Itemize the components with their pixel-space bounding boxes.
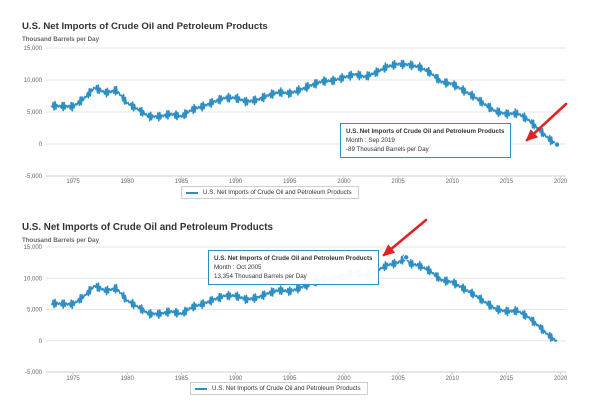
y-tick-label: 10,000 — [24, 78, 43, 84]
y-axis-unit: Thousand Barrels per Day — [22, 237, 100, 244]
y-tick-label: 15,000 — [24, 245, 43, 251]
tooltip-month: Month : Oct 2005 — [214, 264, 262, 271]
chart-panel-2: U.S. Net Imports of Crude Oil and Petrol… — [0, 212, 600, 400]
series-line — [50, 254, 558, 342]
legend-swatch — [186, 191, 198, 194]
x-tick-label: 1980 — [121, 179, 135, 185]
x-tick-label: 2005 — [391, 376, 405, 382]
y-tick-label: 5,000 — [27, 308, 43, 314]
tooltip-value: -89 Thousand Barrels per Day — [346, 146, 429, 153]
x-tick-label: 2010 — [446, 376, 460, 382]
annotation-arrowhead — [382, 244, 396, 257]
x-tick-label: 1980 — [121, 376, 135, 382]
y-tick-label: 0 — [39, 142, 43, 148]
chart-svg-1: -5,000 0 5,000 10,000 15,000 1975 1980 1985 1990… — [24, 46, 568, 185]
chart-svg-2: -5,000 0 5,000 10,000 15,000 1975 1980 1985 1990… — [24, 218, 568, 382]
x-tick-label: 2020 — [554, 179, 568, 185]
x-tick-label: 1995 — [283, 179, 297, 185]
y-axis-unit: Thousand Barrels per Day — [22, 36, 100, 43]
y-tick-label: 5,000 — [27, 110, 43, 116]
x-tick-label: 2000 — [337, 179, 351, 185]
tooltip: U.S. Net Imports of Crude Oil and Petrol… — [208, 250, 379, 285]
x-tick-label: 2005 — [391, 179, 405, 185]
x-tick-label: 2015 — [500, 376, 514, 382]
series-line — [50, 59, 558, 146]
y-tick-label: -5,000 — [25, 370, 43, 376]
chart-title: U.S. Net Imports of Crude Oil and Petrol… — [22, 21, 268, 32]
highlight-point — [403, 254, 410, 261]
x-tick-label: 2020 — [554, 376, 568, 382]
tooltip-value: 13,354 Thousand Barrels per Day — [214, 273, 307, 280]
chart-panel-1: U.S. Net Imports of Crude Oil and Petrol… — [22, 21, 568, 199]
tooltip-title: U.S. Net Imports of Crude Oil and Petrol… — [214, 255, 373, 262]
tooltip: U.S. Net Imports of Crude Oil and Petrol… — [340, 123, 511, 158]
y-tick-label: 0 — [39, 339, 43, 345]
x-tick-label: 2015 — [500, 179, 514, 185]
legend-swatch — [195, 387, 207, 390]
x-tick-label: 1990 — [229, 376, 243, 382]
y-tick-label: 10,000 — [24, 276, 43, 282]
chart-title: U.S. Net Imports of Crude Oil and Petrol… — [22, 222, 273, 233]
x-tick-label: 1975 — [66, 376, 80, 382]
x-tick-label: 1975 — [66, 179, 80, 185]
legend-label: U.S. Net Imports of Crude Oil and Petrol… — [212, 385, 361, 392]
legend-label: U.S. Net Imports of Crude Oil and Petrol… — [203, 189, 352, 196]
legend[interactable]: U.S. Net Imports of Crude Oil and Petrol… — [190, 382, 368, 395]
x-tick-label: 1995 — [283, 376, 297, 382]
y-tick-label: 15,000 — [24, 46, 43, 52]
x-tick-label: 2000 — [337, 376, 351, 382]
annotation-arrowhead — [525, 129, 539, 142]
y-tick-label: -5,000 — [25, 174, 43, 180]
x-tick-label: 1990 — [229, 179, 243, 185]
highlight-point — [554, 141, 561, 148]
x-tick-label: 2010 — [446, 179, 460, 185]
tooltip-title: U.S. Net Imports of Crude Oil and Petrol… — [346, 128, 505, 135]
x-tick-label: 1985 — [175, 376, 189, 382]
tooltip-month: Month : Sep 2019 — [346, 137, 395, 144]
x-tick-label: 1985 — [175, 179, 189, 185]
legend[interactable]: U.S. Net Imports of Crude Oil and Petrol… — [181, 186, 359, 199]
